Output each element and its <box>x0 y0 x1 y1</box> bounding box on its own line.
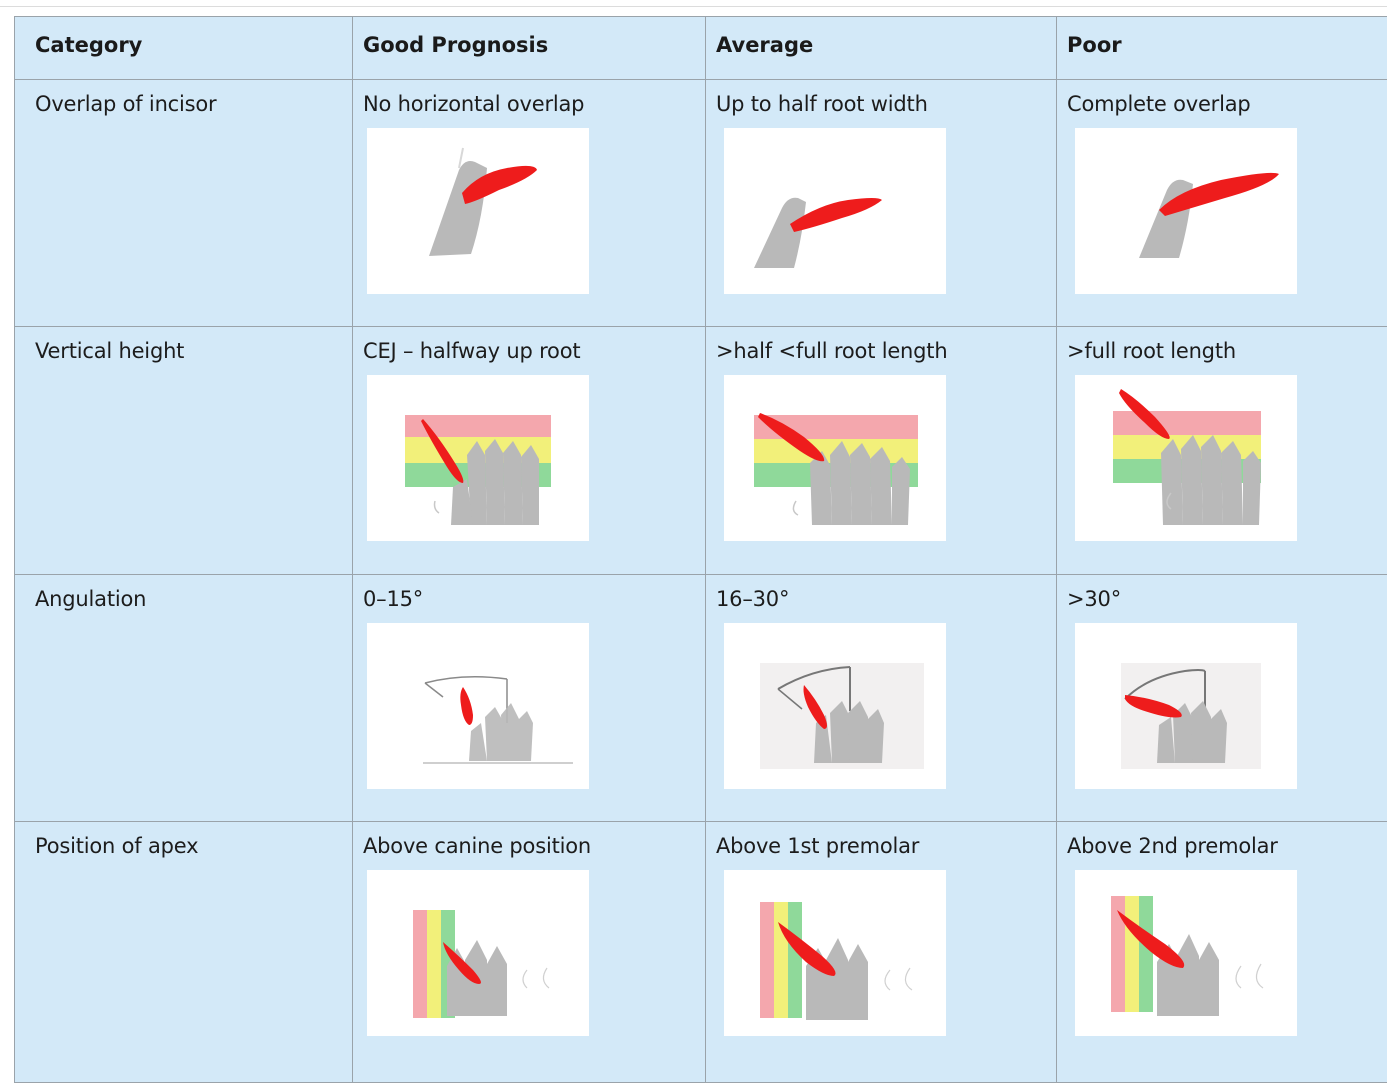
cell-label: >half <full root length <box>706 327 1056 363</box>
table-row: Vertical height CEJ – halfway up root <box>15 327 1387 575</box>
overlap-half-diagram <box>724 128 946 294</box>
table-cell: 16–30° <box>706 575 1057 822</box>
header-row: Category Good Prognosis Average Poor <box>15 17 1387 80</box>
table-row: Angulation 0–15° <box>15 575 1387 822</box>
table-cell: Up to half root width <box>706 80 1057 327</box>
apex-first-premolar-diagram <box>724 870 946 1036</box>
cell-label: No horizontal overlap <box>353 80 705 116</box>
table-row: Overlap of incisor No horizontal overlap… <box>15 80 1387 327</box>
table-cell: >30° <box>1057 575 1387 822</box>
top-rule <box>0 6 1387 7</box>
apex-second-premolar-diagram <box>1075 870 1297 1036</box>
table-cell: CEJ – halfway up root <box>353 327 706 575</box>
cell-label: >30° <box>1057 575 1387 611</box>
header-good-prognosis: Good Prognosis <box>353 17 706 80</box>
table-cell: >half <full root length <box>706 327 1057 575</box>
table-cell: Complete overlap <box>1057 80 1387 327</box>
cell-label: 0–15° <box>353 575 705 611</box>
category-cell: Position of apex <box>15 822 353 1083</box>
overlap-none-diagram <box>367 128 589 294</box>
cell-label: CEJ – halfway up root <box>353 327 705 363</box>
category-label: Position of apex <box>15 822 352 858</box>
category-label: Overlap of incisor <box>15 80 352 116</box>
table-cell: >full root length <box>1057 327 1387 575</box>
table-cell: No horizontal overlap <box>353 80 706 327</box>
cell-label: Above 1st premolar <box>706 822 1056 858</box>
height-low-diagram <box>367 375 589 541</box>
angulation-mid-diagram <box>724 623 946 789</box>
table-row: Position of apex Above canine position <box>15 822 1387 1083</box>
prognosis-table: Category Good Prognosis Average Poor Ove… <box>14 16 1387 1083</box>
header-category: Category <box>15 17 353 80</box>
angulation-small-diagram <box>367 623 589 789</box>
category-label: Angulation <box>15 575 352 611</box>
table-cell: Above 2nd premolar <box>1057 822 1387 1083</box>
angulation-large-diagram <box>1075 623 1297 789</box>
cell-label: Above 2nd premolar <box>1057 822 1387 858</box>
cell-label: Up to half root width <box>706 80 1056 116</box>
category-cell: Overlap of incisor <box>15 80 353 327</box>
table-cell: Above canine position <box>353 822 706 1083</box>
apex-canine-diagram <box>367 870 589 1036</box>
height-mid-diagram <box>724 375 946 541</box>
header-average: Average <box>706 17 1057 80</box>
cell-label: Complete overlap <box>1057 80 1387 116</box>
height-high-diagram <box>1075 375 1297 541</box>
category-cell: Angulation <box>15 575 353 822</box>
table-cell: 0–15° <box>353 575 706 822</box>
category-cell: Vertical height <box>15 327 353 575</box>
cell-label: Above canine position <box>353 822 705 858</box>
table-cell: Above 1st premolar <box>706 822 1057 1083</box>
overlap-complete-diagram <box>1075 128 1297 294</box>
cell-label: >full root length <box>1057 327 1387 363</box>
cell-label: 16–30° <box>706 575 1056 611</box>
header-poor: Poor <box>1057 17 1387 80</box>
category-label: Vertical height <box>15 327 352 363</box>
